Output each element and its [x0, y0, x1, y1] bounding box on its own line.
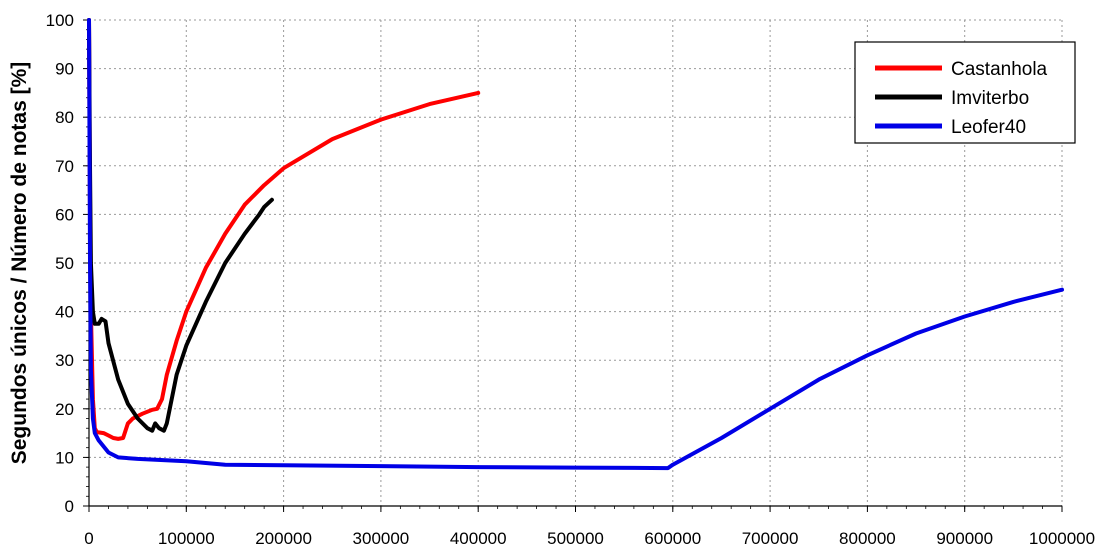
legend: Castanhola Imviterbo Leofer40 — [854, 41, 1076, 144]
y-tick-label: 20 — [55, 400, 74, 419]
legend-label-castanhola: Castanhola — [951, 59, 1048, 80]
y-axis-ticks: 0 10 20 30 40 50 60 70 80 90 100 — [46, 11, 89, 516]
y-tick-label: 50 — [55, 254, 74, 273]
y-tick-label: 10 — [55, 448, 74, 467]
x-tick-label: 500000 — [547, 529, 604, 548]
gridlines — [89, 19, 1063, 506]
series-line-leofer40 — [87, 18, 1064, 471]
y-tick-label: 100 — [46, 11, 74, 30]
x-tick-label: 700000 — [742, 529, 799, 548]
y-tick-label: 80 — [55, 108, 74, 127]
y-tick-label: 60 — [55, 205, 74, 224]
x-tick-label: 200000 — [255, 529, 312, 548]
y-tick-label: 30 — [55, 351, 74, 370]
x-tick-label: 400000 — [450, 529, 507, 548]
x-tick-label: 300000 — [353, 529, 410, 548]
x-tick-label: 800000 — [839, 529, 896, 548]
x-tick-label: 900000 — [936, 529, 993, 548]
x-tick-label: 1000000 — [1029, 529, 1095, 548]
x-tick-label: 600000 — [644, 529, 701, 548]
series-lines — [87, 18, 1064, 471]
y-tick-label: 70 — [55, 157, 74, 176]
series-line-imviterbo — [87, 18, 274, 433]
x-tick-label: 100000 — [158, 529, 215, 548]
y-axis-title: Segundos únicos / Número de notas [%] — [8, 62, 31, 465]
y-tick-label: 90 — [55, 60, 74, 79]
legend-label-leofer40: Leofer40 — [951, 117, 1026, 138]
x-tick-label: 0 — [84, 529, 93, 548]
x-axis-ticks: 0 100000 200000 300000 400000 500000 600000 700… — [84, 506, 1095, 548]
y-tick-label: 0 — [65, 497, 74, 516]
legend-label-imviterbo: Imviterbo — [951, 88, 1029, 109]
y-tick-label: 40 — [55, 303, 74, 322]
